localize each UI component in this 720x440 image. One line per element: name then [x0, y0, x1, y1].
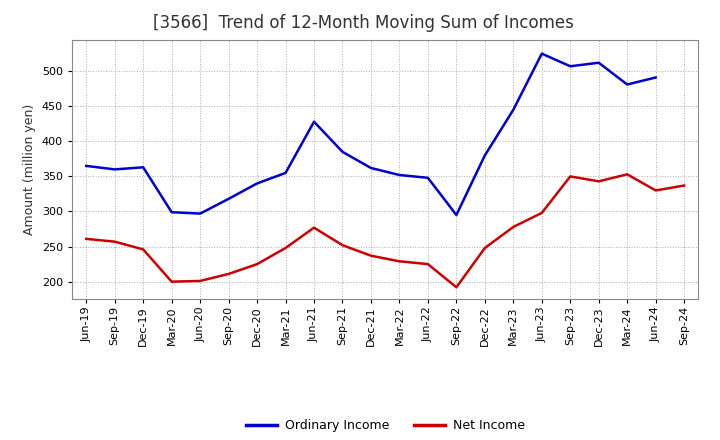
Ordinary Income	[595, 60, 603, 66]
Ordinary Income	[509, 107, 518, 112]
Net Income	[423, 261, 432, 267]
Ordinary Income	[366, 165, 375, 171]
Net Income	[395, 259, 404, 264]
Net Income	[282, 246, 290, 251]
Ordinary Income	[110, 167, 119, 172]
Ordinary Income	[395, 172, 404, 178]
Net Income	[225, 271, 233, 277]
Net Income	[680, 183, 688, 188]
Text: [3566]  Trend of 12-Month Moving Sum of Incomes: [3566] Trend of 12-Month Moving Sum of I…	[153, 15, 575, 33]
Ordinary Income	[139, 165, 148, 170]
Line: Ordinary Income: Ordinary Income	[86, 54, 656, 215]
Net Income	[480, 246, 489, 251]
Ordinary Income	[652, 75, 660, 80]
Net Income	[366, 253, 375, 258]
Net Income	[537, 210, 546, 216]
Net Income	[139, 247, 148, 252]
Net Income	[110, 239, 119, 244]
Ordinary Income	[623, 82, 631, 87]
Ordinary Income	[310, 119, 318, 125]
Net Income	[167, 279, 176, 284]
Net Income	[310, 225, 318, 230]
Net Income	[452, 285, 461, 290]
Net Income	[595, 179, 603, 184]
Ordinary Income	[338, 149, 347, 154]
Y-axis label: Amount (million yen): Amount (million yen)	[23, 104, 36, 235]
Ordinary Income	[452, 213, 461, 218]
Ordinary Income	[82, 163, 91, 169]
Ordinary Income	[537, 51, 546, 56]
Line: Net Income: Net Income	[86, 174, 684, 287]
Ordinary Income	[566, 64, 575, 69]
Net Income	[509, 224, 518, 230]
Ordinary Income	[423, 175, 432, 180]
Ordinary Income	[253, 181, 261, 186]
Ordinary Income	[196, 211, 204, 216]
Legend: Ordinary Income, Net Income: Ordinary Income, Net Income	[240, 414, 530, 437]
Net Income	[566, 174, 575, 179]
Net Income	[338, 242, 347, 248]
Net Income	[196, 279, 204, 284]
Ordinary Income	[167, 209, 176, 215]
Ordinary Income	[225, 196, 233, 202]
Ordinary Income	[480, 153, 489, 158]
Net Income	[623, 172, 631, 177]
Net Income	[253, 261, 261, 267]
Ordinary Income	[282, 170, 290, 176]
Net Income	[82, 236, 91, 242]
Net Income	[652, 188, 660, 193]
